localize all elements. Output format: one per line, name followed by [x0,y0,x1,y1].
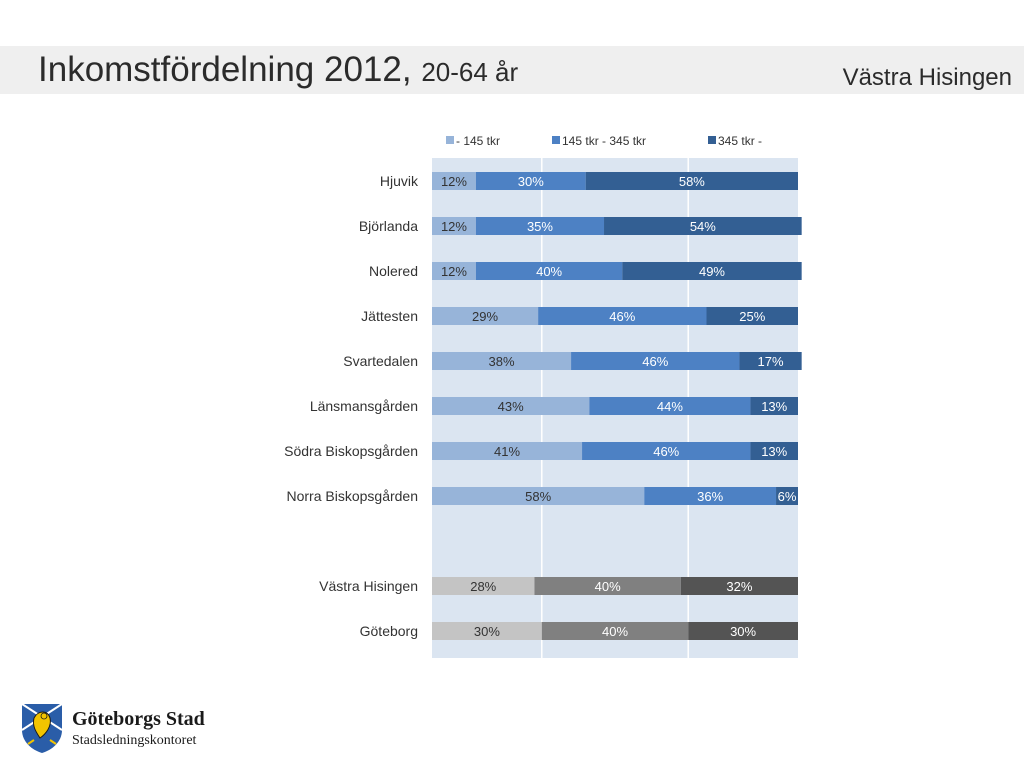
bar-segment [571,352,740,370]
city-crest-icon [21,703,63,753]
category-label: Västra Hisingen [319,578,418,594]
legend-label: - 145 tkr [456,134,500,148]
data-label: 28% [470,579,496,594]
bar-segment [750,397,798,415]
data-label: 44% [657,399,683,414]
bar-segment [589,397,751,415]
data-label: 25% [739,309,765,324]
region-label: Västra Hisingen [842,64,1012,91]
bar-segment [432,352,572,370]
data-label: 6% [778,489,797,504]
bar-segment [644,487,777,505]
bar-segment [776,487,798,505]
legend-swatch [446,136,454,144]
category-label: Hjuvik [380,173,419,189]
footer-department: Stadsledningskontoret [72,733,197,748]
data-label: 36% [697,489,723,504]
bar-segment [475,172,586,190]
category-label: Göteborg [360,623,418,639]
category-label: Svartedalen [343,353,418,369]
category-label: Södra Biskopsgården [284,443,418,459]
bar-segment [432,307,539,325]
page-title-main: Inkomstfördelning 2012, [38,50,412,89]
data-label: 46% [653,444,679,459]
bar-segment [622,262,802,280]
data-label: 40% [602,624,628,639]
bar-segment [432,217,476,235]
data-label: 29% [472,309,498,324]
bar-segment [432,442,583,460]
bar-segment [538,307,707,325]
bar-segment [582,442,751,460]
data-label: 30% [730,624,756,639]
data-label: 12% [441,264,467,279]
bar-segment [739,352,802,370]
bar-segment [432,262,476,280]
page-title: Inkomstfördelning 2012, 20-64 år [38,50,518,90]
bar-segment [432,622,542,640]
data-label: 32% [726,579,752,594]
data-label: 49% [699,264,725,279]
data-label: 54% [690,219,716,234]
bar-segment [541,622,689,640]
bar-segment [688,622,798,640]
footer-org-name: Göteborgs Stad [72,708,205,730]
bar-segment [750,442,798,460]
bar-segment [432,172,476,190]
category-label: Nolered [369,263,418,279]
bar-segment [604,217,802,235]
data-label: 40% [536,264,562,279]
data-label: 38% [489,354,515,369]
category-label: Jättesten [361,308,418,324]
legend-swatch [552,136,560,144]
page-subtitle: 20-64 år [421,57,519,87]
bar-segment [534,577,681,595]
data-label: 46% [642,354,668,369]
bar-segment [475,262,623,280]
data-label: 58% [525,489,551,504]
bar-segment [432,487,645,505]
data-label: 13% [761,444,787,459]
data-label: 13% [761,399,787,414]
legend-label: 145 tkr - 345 tkr [562,134,646,148]
data-label: 12% [441,174,467,189]
title-band [0,46,1024,94]
data-label: 17% [758,354,784,369]
bar-segment [680,577,798,595]
data-label: 58% [679,174,705,189]
category-label: Björlanda [359,218,418,234]
footer-logo: Göteborgs Stad Stadsledningskontoret [18,700,268,756]
data-label: 30% [518,174,544,189]
bar-segment [706,307,798,325]
data-label: 35% [527,219,553,234]
bar-segment [475,217,605,235]
data-label: 46% [609,309,635,324]
data-label: 40% [595,579,621,594]
category-label: Norra Biskopsgården [286,488,418,504]
legend-label: 345 tkr - [718,134,762,148]
legend-swatch [708,136,716,144]
data-label: 30% [474,624,500,639]
data-label: 43% [498,399,524,414]
category-label: Länsmansgården [310,398,418,414]
bar-segment [432,397,590,415]
bar-segment [585,172,798,190]
data-label: 12% [441,219,467,234]
data-label: 41% [494,444,520,459]
bar-segment [432,577,535,595]
